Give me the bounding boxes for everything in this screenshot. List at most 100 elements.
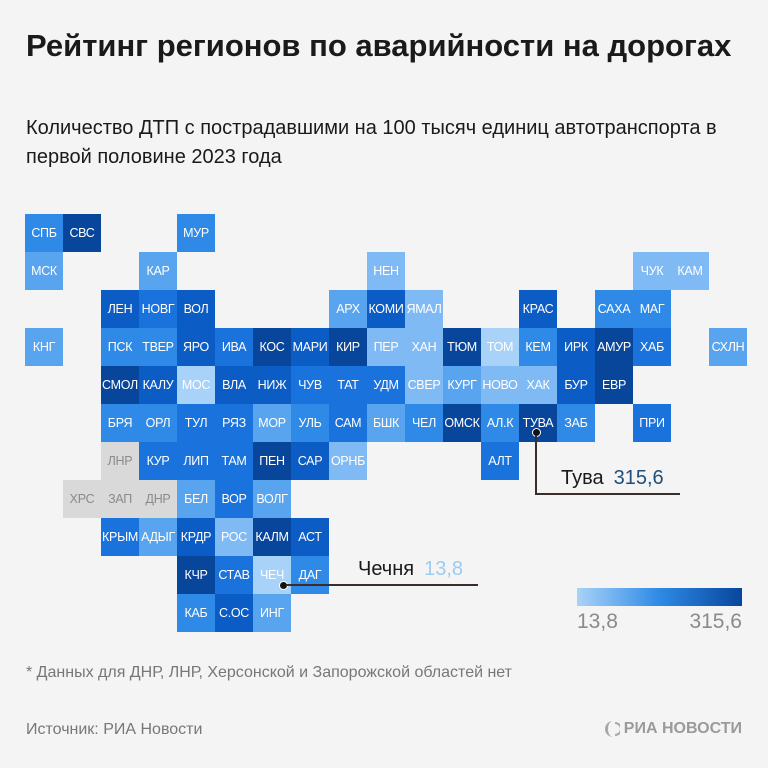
region-tile: ОМСК xyxy=(443,404,481,442)
region-tile: МАГ xyxy=(633,290,671,328)
region-tile: ИВА xyxy=(215,328,253,366)
region-tile: ЛНР xyxy=(101,442,139,480)
region-tile: БШК xyxy=(367,404,405,442)
region-tile: ПЕН xyxy=(253,442,291,480)
callout-min: Чечня 13,8 xyxy=(358,558,463,581)
region-tile: САХА xyxy=(595,290,633,328)
region-tile: МАРИ xyxy=(291,328,329,366)
region-tile: НОВГ xyxy=(139,290,177,328)
tuva-callout-line xyxy=(535,435,537,494)
region-tile: КАР xyxy=(139,252,177,290)
region-tile: АЛТ xyxy=(481,442,519,480)
callout-min-value: 13,8 xyxy=(424,558,464,580)
region-tile: КОС xyxy=(253,328,291,366)
region-tile: КРЫМ xyxy=(101,518,139,556)
region-tile: КРДР xyxy=(177,518,215,556)
source: Источник: РИА Новости xyxy=(26,721,203,738)
region-tile: ОРНБ xyxy=(329,442,367,480)
region-tile: ХРС xyxy=(63,480,101,518)
region-tile: ТУВА xyxy=(519,404,557,442)
region-tile: САР xyxy=(291,442,329,480)
region-tile: МСК xyxy=(25,252,63,290)
region-tile: ДАГ xyxy=(291,556,329,594)
region-tile: ТВЕР xyxy=(139,328,177,366)
region-tile: ТУЛ xyxy=(177,404,215,442)
region-tile: ДНР xyxy=(139,480,177,518)
region-tile: СВЕР xyxy=(405,366,443,404)
region-tile: ЗАБ xyxy=(557,404,595,442)
region-tile: МУР xyxy=(177,214,215,252)
region-tile: ЛИП xyxy=(177,442,215,480)
region-tile: СМОЛ xyxy=(101,366,139,404)
region-tile: ТАТ xyxy=(329,366,367,404)
callout-min-name: Чечня xyxy=(358,558,415,580)
region-tile: КЧР xyxy=(177,556,215,594)
region-tile: ХАК xyxy=(519,366,557,404)
region-tile: КАЛУ xyxy=(139,366,177,404)
region-tile: ПРИ xyxy=(633,404,671,442)
region-tile: КУРГ xyxy=(443,366,481,404)
callout-max-name: Тува xyxy=(561,467,604,489)
region-tile: ЧЕЛ xyxy=(405,404,443,442)
region-tile: ТАМ xyxy=(215,442,253,480)
region-tile: КАМ xyxy=(671,252,709,290)
region-tile: УДМ xyxy=(367,366,405,404)
region-tile: СТАВ xyxy=(215,556,253,594)
region-tile: КИР xyxy=(329,328,367,366)
region-tile: ИРК xyxy=(557,328,595,366)
region-tile: ЕВР xyxy=(595,366,633,404)
subtitle: Количество ДТП с пострадавшими на 100 ты… xyxy=(26,117,717,168)
chechnya-callout-line xyxy=(286,584,478,586)
region-tile: ВОР xyxy=(215,480,253,518)
region-tile: ВОЛГ xyxy=(253,480,291,518)
region-tile: КОМИ xyxy=(367,290,405,328)
region-tile: АСТ xyxy=(291,518,329,556)
region-tile: ВОЛ xyxy=(177,290,215,328)
region-tile: КНГ xyxy=(25,328,63,366)
region-tile: ЛЕН xyxy=(101,290,139,328)
callout-max-value: 315,6 xyxy=(613,467,664,489)
region-tile: ВЛА xyxy=(215,366,253,404)
region-tile: КУР xyxy=(139,442,177,480)
region-tile: СВС xyxy=(63,214,101,252)
region-tile: ТОМ xyxy=(481,328,519,366)
region-tile: ТЮМ xyxy=(443,328,481,366)
logo-text: РИА НОВОСТИ xyxy=(623,720,742,737)
region-tile: НЕН xyxy=(367,252,405,290)
tuva-callout-line-h xyxy=(535,493,680,495)
region-tile: ЯРО xyxy=(177,328,215,366)
region-tile: ЧУВ xyxy=(291,366,329,404)
region-tile: КАБ xyxy=(177,594,215,632)
region-tile: РЯЗ xyxy=(215,404,253,442)
region-tile: НОВО xyxy=(481,366,519,404)
region-tile: УЛЬ xyxy=(291,404,329,442)
region-tile: САМ xyxy=(329,404,367,442)
region-tile: ПЕР xyxy=(367,328,405,366)
region-tile: СПБ xyxy=(25,214,63,252)
region-tile: ХАБ xyxy=(633,328,671,366)
page-title: Рейтинг регионов по аварийности на дорог… xyxy=(26,28,732,63)
region-tile: ХАН xyxy=(405,328,443,366)
region-tile: С.ОС xyxy=(215,594,253,632)
region-tile: ЗАП xyxy=(101,480,139,518)
region-tile: ЧУК xyxy=(633,252,671,290)
region-tile: ОРЛ xyxy=(139,404,177,442)
region-tile: АРХ xyxy=(329,290,367,328)
region-tile: РОС xyxy=(215,518,253,556)
ria-logo: РИА НОВОСТИ xyxy=(604,720,742,738)
region-tile: КРАС xyxy=(519,290,557,328)
region-tile: ПСК xyxy=(101,328,139,366)
region-tile: БЕЛ xyxy=(177,480,215,518)
region-tile: ИНГ xyxy=(253,594,291,632)
region-tile: НИЖ xyxy=(253,366,291,404)
region-tile: КЕМ xyxy=(519,328,557,366)
legend-min-label: 13,8 xyxy=(577,610,618,633)
region-tile: АДЫГ xyxy=(139,518,177,556)
region-tile: МОР xyxy=(253,404,291,442)
region-tile: СХЛН xyxy=(709,328,747,366)
legend-max-label: 315,6 xyxy=(689,610,742,633)
region-tile: АМУР xyxy=(595,328,633,366)
ria-globe-icon xyxy=(604,721,620,737)
callout-max: Тува 315,6 xyxy=(561,467,664,490)
